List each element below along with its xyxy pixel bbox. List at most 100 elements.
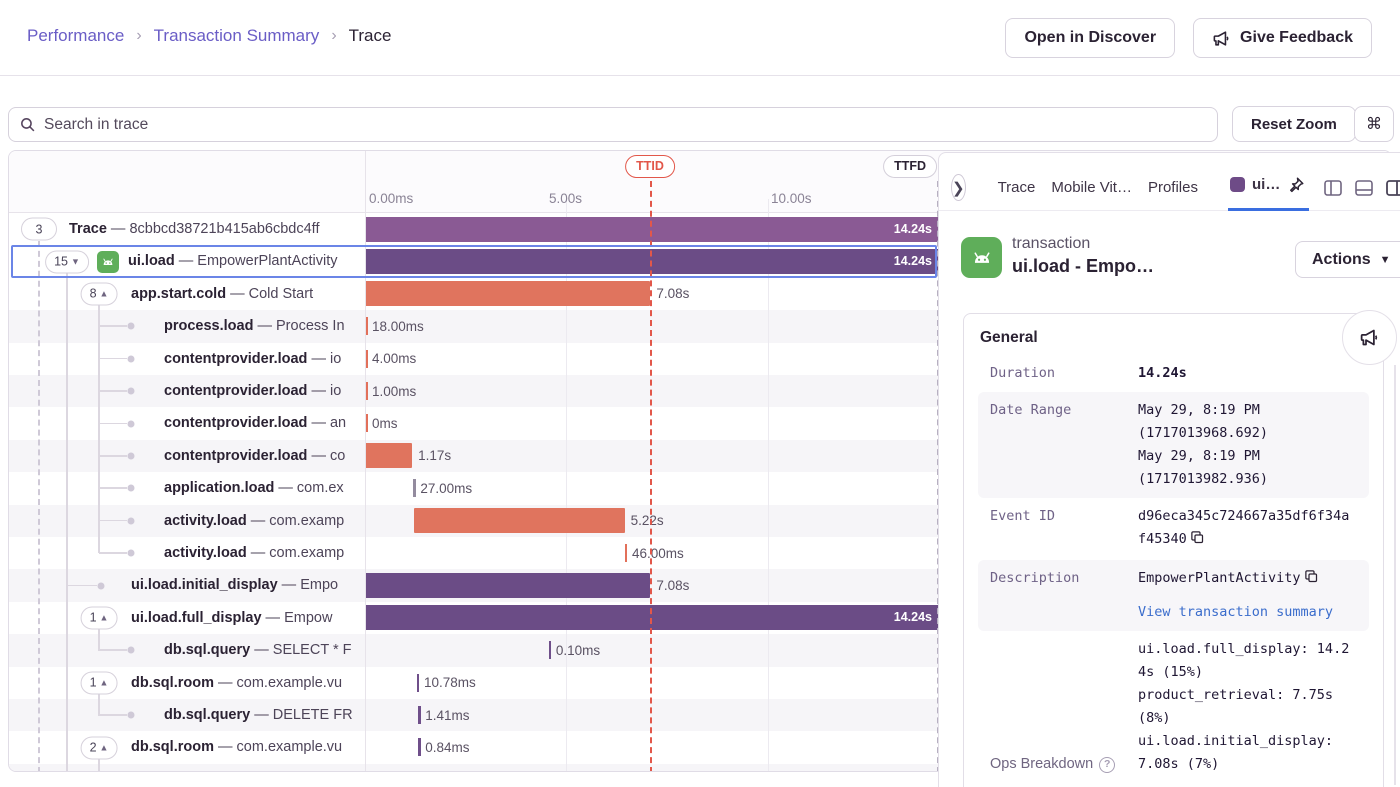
event-id-key: Event ID [990,508,1056,524]
tab-profiles[interactable]: Profiles [1147,179,1198,196]
span-duration-tick[interactable] [365,382,368,400]
row-stripe [9,763,1391,771]
span-dot [127,711,135,719]
help-icon[interactable]: ? [1099,756,1116,773]
span-duration-tick[interactable] [418,738,421,757]
feedback-fab-button[interactable] [1342,310,1397,365]
chevron-up-icon: ▲ [99,677,109,688]
span-row[interactable]: contentprovider.load — io [9,375,365,407]
span-count-badge[interactable]: 2 ▲ [80,736,118,760]
breadcrumb-separator: › [331,27,337,44]
span-duration-tick[interactable] [624,544,628,562]
command-key-button[interactable]: ⌘ [1354,106,1394,142]
general-card: General Duration 14.24s Date Range May 2… [963,313,1384,787]
panel-left-icon[interactable] [1323,178,1343,198]
tab-trace[interactable]: Trace [997,179,1036,196]
span-row[interactable]: 3 Trace — 8cbbcd38721b415ab6cbdc4ff [9,213,365,245]
megaphone-icon [1359,327,1380,348]
span-duration-bar[interactable]: 14.24s [365,216,939,242]
actions-button[interactable]: Actions ▼ [1295,241,1400,278]
span-row[interactable]: process.load — Process In [9,310,365,342]
span-duration-tick[interactable] [416,673,420,692]
span-row[interactable]: db.sql.query — SELECT * F [9,634,365,666]
panel-bottom-icon[interactable] [1354,178,1374,198]
span-op: contentprovider.load [164,447,308,464]
open-in-discover-label: Open in Discover [1024,29,1157,46]
span-duration-tick[interactable] [365,414,368,433]
breadcrumb-performance[interactable]: Performance [27,26,125,45]
duration-label: 18.00ms [372,318,424,334]
date-range-row: Date Range May 29, 8:19 PM (1717013968.6… [978,392,1369,498]
span-op: Trace [69,221,107,237]
span-row[interactable]: 15 ▼ ui.load — EmpowerPlantActivity [9,245,365,277]
span-duration-bar[interactable]: 14.24s [365,605,939,631]
span-label: db.sql.room — com.example.vu [131,667,342,699]
span-row[interactable]: contentprovider.load — io [9,343,365,375]
tab-mobile-vitals[interactable]: Mobile Vit… [1051,179,1132,196]
duration-label: 0.84ms [425,739,470,755]
span-description: — Empo [277,577,339,594]
panel-right-icon[interactable] [1385,178,1400,198]
breadcrumb-transaction-summary[interactable]: Transaction Summary [153,26,320,45]
span-duration-bar[interactable] [365,572,651,598]
span-row[interactable]: contentprovider.load — co [9,440,365,472]
span-duration-bar[interactable] [365,443,413,469]
span-duration-tick[interactable] [413,479,416,498]
open-in-discover-button[interactable]: Open in Discover [1005,18,1176,58]
span-duration-bar[interactable] [365,281,651,307]
span-row[interactable]: db.sql.query — DELETE FR [9,699,365,731]
duration-key: Duration [990,365,1056,381]
give-feedback-button[interactable]: Give Feedback [1193,18,1372,58]
tree-connector [99,649,127,651]
time-axis-label: 0.00ms [369,191,414,206]
span-count-badge[interactable]: 1 ▲ [80,606,118,630]
pin-icon[interactable] [1287,176,1305,194]
span-duration-tick[interactable] [365,317,368,336]
tree-connector [99,422,127,425]
span-row[interactable]: 1 ▲ db.sql.room — com.example.vu [9,667,365,699]
span-count-badge[interactable]: 1 ▲ [80,671,118,695]
pane-divider[interactable] [365,151,366,771]
span-count-badge[interactable]: 8 ▲ [80,282,118,306]
span-label: activity.load — com.examp [164,537,344,569]
time-gridline [566,199,567,771]
span-row[interactable]: contentprovider.load — an [9,407,365,439]
span-row[interactable]: 8 ▲ app.start.cold — Cold Start [9,278,365,310]
span-op: ui.load.full_display [131,609,262,626]
reset-zoom-button[interactable]: Reset Zoom [1232,106,1356,142]
span-duration-bar[interactable] [414,508,625,534]
drawer-scrollbar[interactable] [1394,365,1396,785]
span-duration-tick[interactable] [365,349,368,368]
span-row[interactable]: ui.load.initial_display — Empo [9,569,365,601]
duration-label: 0ms [372,415,398,431]
search-box [8,107,1218,142]
span-count-badge[interactable]: 3 [21,217,57,241]
span-duration-tick[interactable] [548,641,552,660]
duration-value: 14.24s [1138,365,1187,381]
page-header: Performance › Transaction Summary › Trac… [0,0,1400,76]
span-duration-tick[interactable] [418,706,421,724]
span-description: — SELECT * F [250,642,352,659]
duration-row: Duration 14.24s [978,355,1369,392]
collapse-drawer-icon[interactable]: ❯ [951,174,966,201]
copy-icon[interactable] [1304,569,1319,592]
span-row[interactable]: activity.load — com.examp [9,537,365,569]
drawer-layout-switcher [1323,178,1400,198]
description-row: Description EmpowerPlantActivity View tr… [978,560,1369,631]
span-row[interactable]: application.load — com.ex [9,472,365,504]
span-count-badge[interactable]: 15 ▼ [45,250,89,274]
span-label: app.start.cold — Cold Start [131,278,313,310]
span-duration-bar[interactable]: 14.24s [365,248,939,274]
span-duration-tick[interactable] [418,770,421,771]
span-row[interactable]: 2 ▲ db.sql.room — com.example.vu [9,731,365,763]
span-row[interactable]: db.sql.query — INSERT OR [9,764,365,771]
view-transaction-summary-link[interactable]: View transaction summary [1138,604,1334,620]
duration-label: 4.00ms [372,351,417,367]
span-row[interactable]: activity.load — com.examp [9,505,365,537]
span-row[interactable]: 1 ▲ ui.load.full_display — Empow [9,602,365,634]
copy-icon[interactable] [1190,530,1205,553]
search-input[interactable] [44,115,1207,134]
span-op: db.sql.query [164,642,251,659]
tab-ui-load-active[interactable]: ui… [1228,165,1310,211]
duration-label: 5.22s [630,513,664,529]
